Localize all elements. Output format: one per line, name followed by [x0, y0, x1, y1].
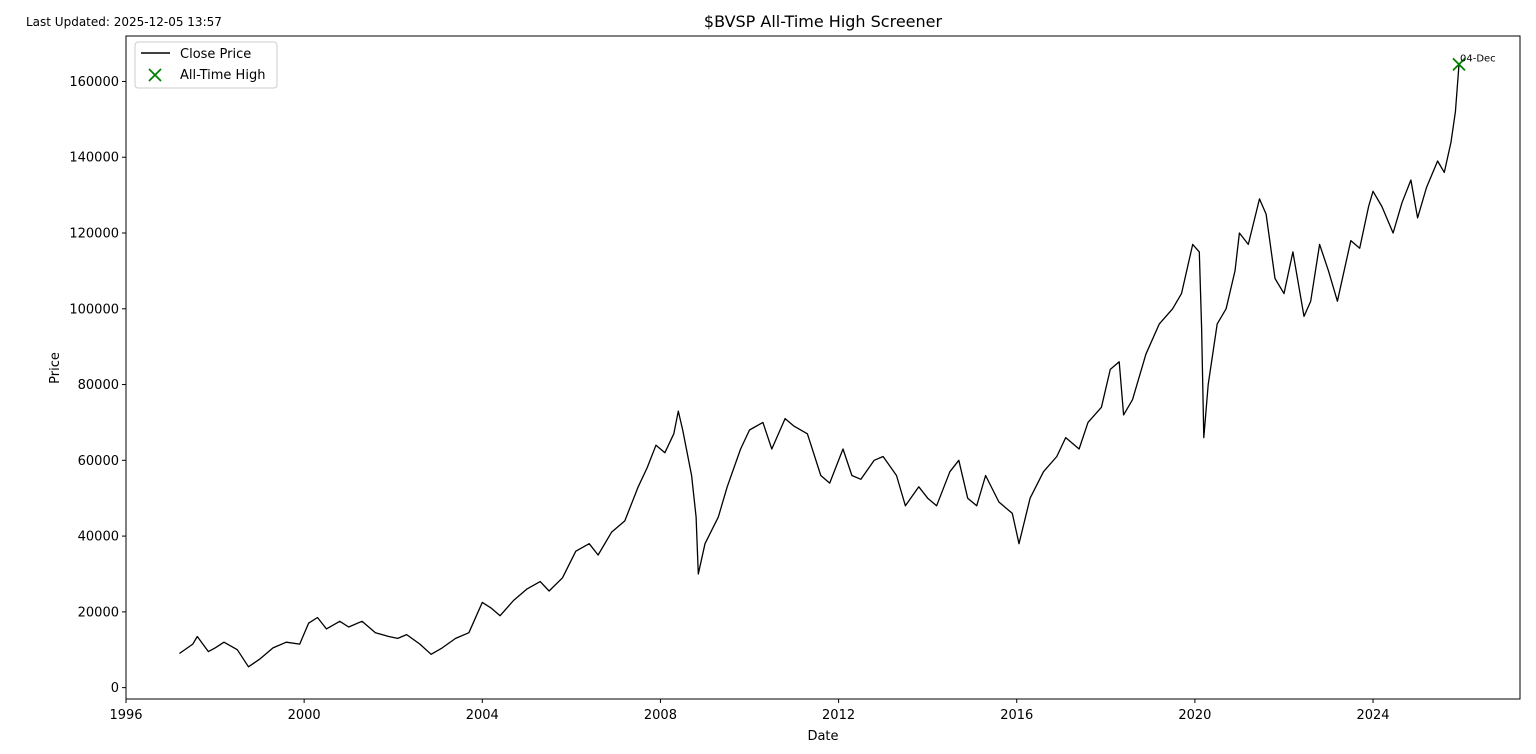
all-time-high-date-label: 04-Dec [1460, 53, 1496, 64]
x-tick-label: 2016 [1000, 708, 1033, 723]
y-tick-label: 100000 [69, 302, 119, 317]
y-axis-ticks: 0 20000 40000 60000 80000 100000 120000 140000 1… [69, 75, 126, 696]
x-tick-label: 2012 [822, 708, 855, 723]
x-tick-label: 1996 [109, 708, 142, 723]
x-tick-label: 2000 [288, 708, 321, 723]
y-tick-label: 60000 [78, 454, 119, 469]
all-time-high-marker [1452, 57, 1466, 72]
legend-close-price-label: Close Price [180, 47, 251, 62]
y-tick-label: 20000 [78, 605, 119, 620]
y-axis-label: Price [48, 352, 63, 384]
series-layer [179, 64, 1460, 668]
plot-area-frame [125, 35, 1521, 700]
legend-all-time-high-swatch [148, 68, 162, 82]
y-tick-label: 120000 [69, 227, 119, 242]
chart-title: $BVSP All-Time High Screener [704, 12, 943, 31]
legend-frame [134, 41, 278, 89]
x-axis-label: Date [807, 729, 838, 744]
y-tick-label: 140000 [69, 151, 119, 166]
last-updated-label: Last Updated: 2025-12-05 13:57 [26, 15, 222, 29]
x-axis-ticks: 1996 2000 2004 2008 2012 2016 2020 2024 [109, 699, 1390, 723]
x-tick-label: 2004 [466, 708, 499, 723]
y-tick-label: 160000 [69, 75, 119, 90]
y-tick-label: 80000 [78, 378, 119, 393]
x-tick-label: 2020 [1178, 708, 1211, 723]
y-tick-label: 40000 [78, 530, 119, 545]
x-tick-label: 2024 [1356, 708, 1389, 723]
legend-all-time-high-label: All-Time High [180, 68, 265, 83]
marker-layer: 04-Dec [1452, 53, 1496, 72]
close-price-line [179, 64, 1460, 668]
legend: Close Price All-Time High [134, 41, 278, 89]
x-tick-label: 2008 [644, 708, 677, 723]
y-tick-label: 0 [111, 681, 119, 696]
